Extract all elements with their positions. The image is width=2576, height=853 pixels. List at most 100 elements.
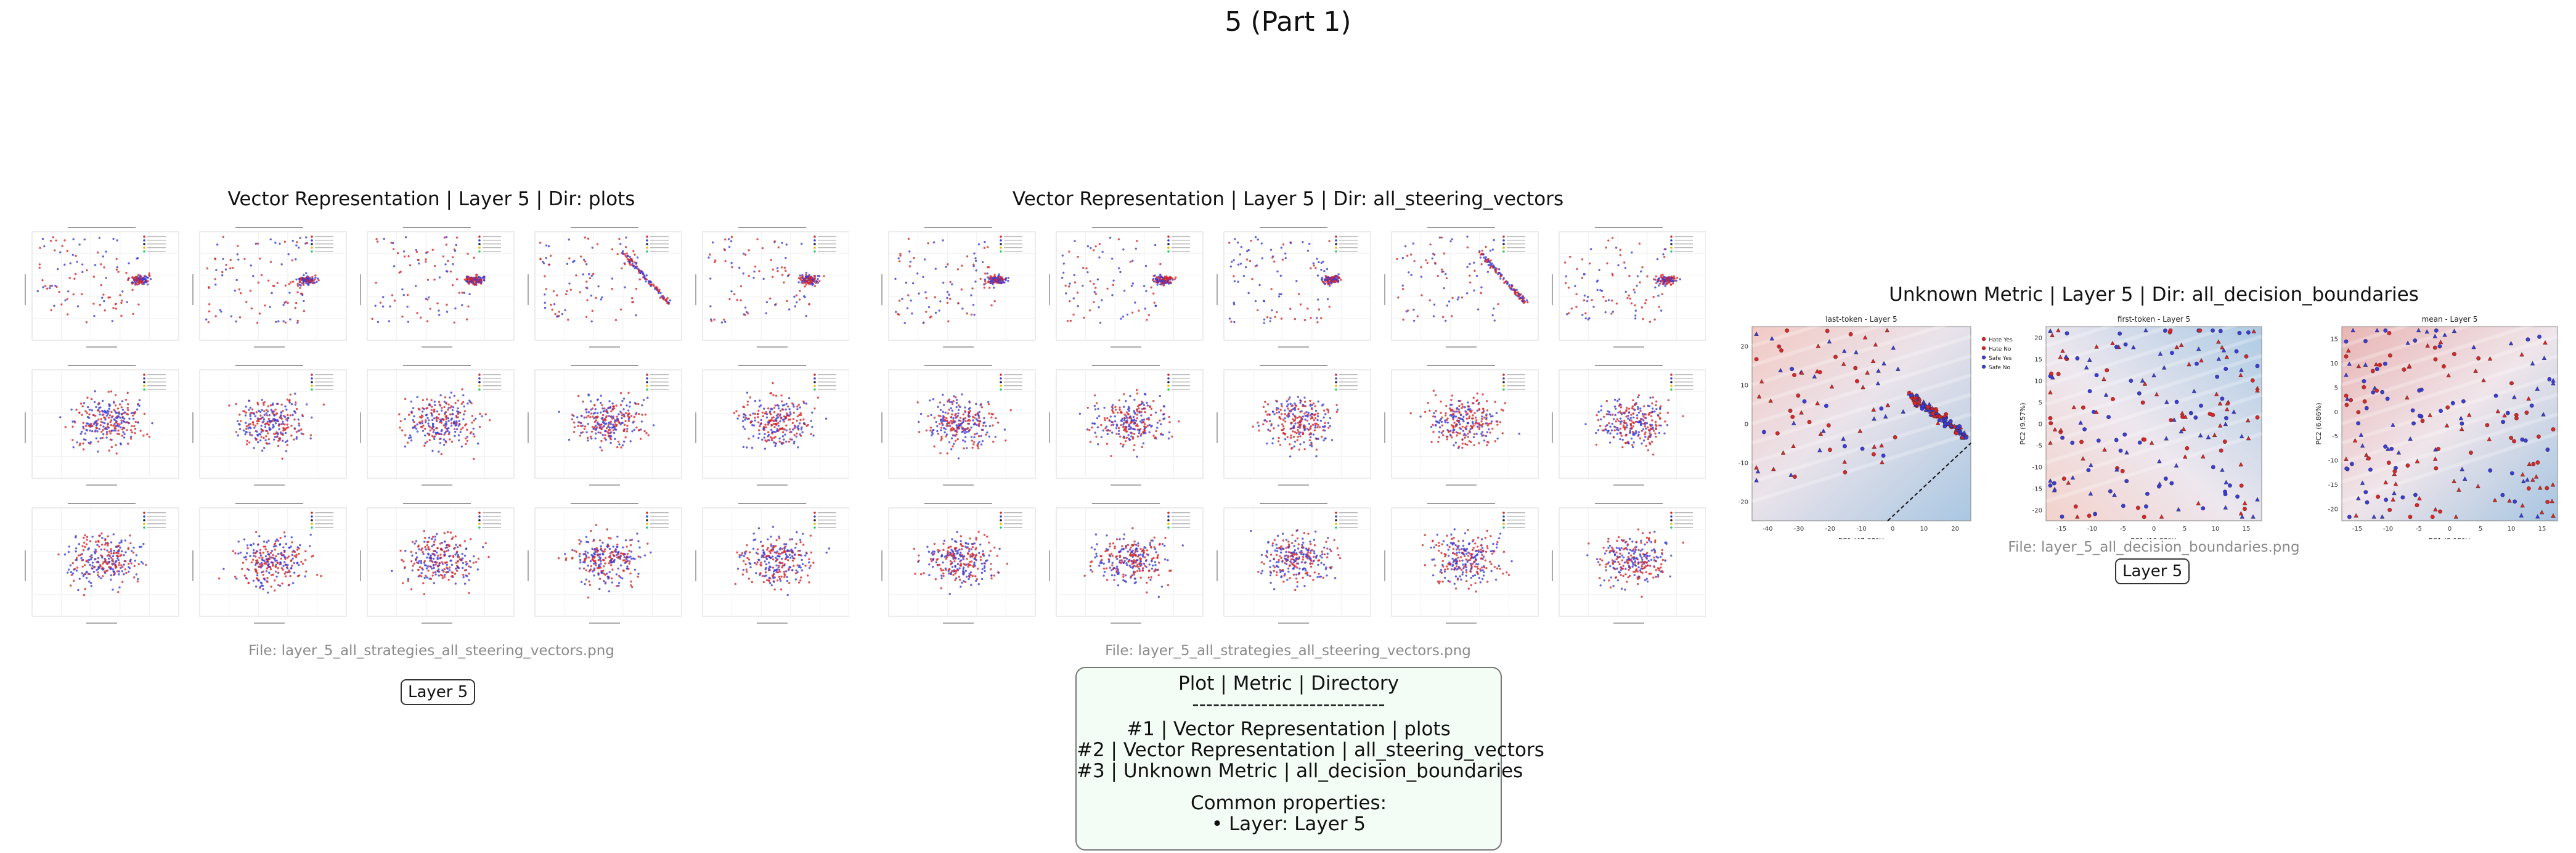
x-tick-label: 5	[2479, 526, 2482, 533]
mini-scatter-plot	[1049, 227, 1204, 348]
x-tick-label: -5	[2120, 526, 2126, 533]
subplot-xlabel: PC1 (47.68%)	[1838, 537, 1885, 539]
mini-scatter-plot	[1552, 227, 1706, 348]
y-tick-label: 0	[2334, 409, 2338, 416]
x-tick-label: 10	[2508, 526, 2516, 533]
subplot-title: last-token - Layer 5	[1825, 315, 1897, 324]
x-tick-label: 15	[2538, 526, 2546, 533]
mini-scatter-plot	[1217, 227, 1371, 348]
y-tick-label: 15	[2034, 357, 2042, 364]
legend-entry: Safe No	[1989, 365, 2011, 371]
y-tick-label: 10	[2330, 361, 2338, 367]
panel-3-title: Unknown Metric | Layer 5 | Dir: all_deci…	[1889, 284, 2419, 306]
x-tick-label: 0	[1891, 526, 1894, 533]
legend-entry: Hate No	[1989, 346, 2011, 353]
decision-boundary-subplot: mean - Layer 5 PC1 (8.15%) PC2 (6.86%) -15 -…	[2315, 311, 2558, 539]
subplot-ylabel: PC2 (6.86%)	[2315, 402, 2323, 444]
y-tick-label: -5	[2036, 443, 2042, 450]
subplot-title: mean - Layer 5	[2422, 315, 2478, 324]
x-tick-label: 5	[2183, 526, 2187, 533]
legend-row-2: #2 | Vector Representation | all_steerin…	[1077, 739, 1544, 761]
x-tick-label: 10	[2212, 526, 2220, 533]
y-tick-label: 0	[1745, 422, 1748, 428]
x-tick-label: -10	[2087, 526, 2097, 533]
x-tick-label: -10	[2383, 526, 2393, 533]
mini-scatter-plot	[192, 365, 347, 486]
panel-1-scatter-grid-image	[17, 222, 849, 629]
y-tick-label: 10	[2034, 378, 2042, 385]
legend-entry: Safe Yes	[1989, 356, 2012, 362]
mini-scatter-plot	[1384, 503, 1539, 624]
mini-scatter-plot	[1217, 365, 1371, 486]
summary-legend-box: Plot | Metric | Directory --------------…	[1075, 667, 1544, 851]
decision-boundary-subplot: last-token - Layer 5PC1 (47.68%)PC2 (5.6…	[1738, 311, 1971, 539]
x-tick-label: 0	[2152, 526, 2156, 533]
legend-common-value: • Layer: Layer 5	[1211, 813, 1366, 835]
panel-3-decision-boundary-image: last-token - Layer 5PC1 (47.68%)PC2 (5.6…	[1738, 311, 2558, 539]
y-tick-label: 0	[2039, 422, 2042, 428]
x-tick-label: -15	[2056, 526, 2066, 533]
mini-scatter-plot	[1049, 503, 1204, 624]
mini-scatter-plot	[1049, 365, 1204, 486]
x-tick-label: -20	[1825, 526, 1835, 533]
subplot-xlabel: PC1 (8.15%)	[2429, 537, 2471, 539]
panel-1-title: Vector Representation | Layer 5 | Dir: p…	[227, 188, 635, 210]
mini-scatter-plot	[192, 227, 347, 348]
mini-scatter-plot	[695, 503, 849, 624]
panel-3-layer-badge: Layer 5	[2115, 558, 2190, 584]
y-tick-label: -10	[2032, 465, 2042, 471]
legend-separator: ----------------------------	[1192, 693, 1385, 716]
panel-3-file-caption: File: layer_5_all_decision_boundaries.pn…	[2008, 539, 2300, 555]
legend-row-1: #1 | Vector Representation | plots	[1127, 718, 1451, 740]
y-tick-label: -20	[1738, 499, 1748, 506]
mini-scatter-plot	[881, 365, 1036, 486]
x-tick-label: -10	[1856, 526, 1866, 533]
y-tick-label: 10	[1740, 383, 1748, 390]
y-tick-label: 20	[2034, 335, 2042, 342]
y-tick-label: -5	[2332, 433, 2338, 440]
x-tick-label: 10	[1920, 526, 1928, 533]
y-tick-label: 5	[2039, 400, 2042, 407]
y-tick-label: -20	[2032, 508, 2042, 515]
panel-2-file-caption: File: layer_5_all_strategies_all_steerin…	[1105, 643, 1471, 659]
mini-scatter-plot	[1552, 503, 1706, 624]
mini-scatter-plot	[1217, 503, 1371, 624]
mini-scatter-plot	[1552, 365, 1706, 486]
panel-2-title: Vector Representation | Layer 5 | Dir: a…	[1012, 188, 1564, 210]
x-tick-label: -15	[2352, 526, 2362, 533]
mini-scatter-plot	[25, 365, 179, 486]
y-tick-label: 5	[2334, 385, 2338, 391]
x-tick-label: -5	[2416, 526, 2422, 533]
x-tick-label: -40	[1763, 526, 1772, 533]
y-tick-label: -10	[2328, 458, 2338, 465]
panel-2-scatter-grid-image	[874, 222, 1706, 629]
mini-scatter-plot	[695, 365, 849, 486]
subplot-ylabel: PC2 (9.57%)	[2019, 402, 2027, 444]
y-tick-label: -15	[2032, 486, 2042, 493]
subplot-xlabel: PC1 (10.82%)	[2130, 537, 2177, 539]
y-tick-label: -20	[2328, 506, 2338, 513]
mini-scatter-plot	[528, 365, 682, 486]
legend-header: Plot | Metric | Directory	[1178, 672, 1399, 695]
mini-scatter-plot	[528, 227, 682, 348]
legend-common-label: Common properties:	[1190, 792, 1387, 814]
mini-scatter-plot	[360, 227, 515, 348]
mini-scatter-plot	[192, 503, 347, 624]
y-tick-label: -10	[1738, 460, 1748, 467]
mini-scatter-plot	[881, 227, 1036, 348]
y-tick-label: -15	[2328, 482, 2338, 489]
mini-scatter-plot	[528, 503, 682, 624]
legend-row-3: #3 | Unknown Metric | all_decision_bound…	[1077, 760, 1523, 782]
decision-boundary-subplot: first-token - Layer 5 PC1 (10.82%) PC2 (9.…	[2019, 311, 2262, 539]
y-tick-label: 15	[2330, 337, 2338, 343]
x-tick-label: 20	[1951, 526, 1959, 533]
panel-1-file-caption: File: layer_5_all_strategies_all_steerin…	[248, 643, 614, 659]
mini-scatter-plot	[360, 365, 515, 486]
x-tick-label: 15	[2243, 526, 2251, 533]
x-tick-label: 0	[2448, 526, 2452, 533]
mini-scatter-plot	[695, 227, 849, 348]
mini-scatter-plot	[881, 503, 1036, 624]
mini-scatter-plot	[25, 503, 179, 624]
y-tick-label: 20	[1740, 344, 1748, 351]
mini-scatter-plot	[360, 503, 515, 624]
